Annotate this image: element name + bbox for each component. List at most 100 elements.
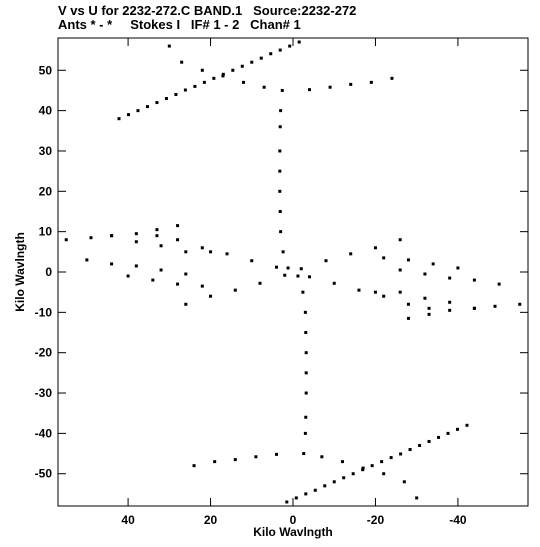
uv-point — [117, 117, 121, 121]
uv-point — [361, 466, 365, 470]
uv-point — [89, 236, 93, 240]
uv-point — [340, 460, 344, 464]
uv-point — [349, 252, 353, 256]
uv-point — [221, 74, 225, 78]
uv-point — [304, 492, 308, 496]
uv-point — [304, 331, 308, 335]
uv-point — [184, 272, 188, 276]
uv-point — [406, 258, 410, 262]
uv-point — [231, 68, 235, 72]
x-axis-label: Kilo Wavlngth — [253, 525, 333, 539]
uv-point — [332, 281, 336, 285]
uv-point — [382, 256, 386, 260]
uv-point — [349, 82, 353, 86]
uv-point — [278, 189, 282, 193]
uv-point — [127, 113, 130, 117]
y-tick-label: -20 — [35, 346, 53, 360]
uv-point — [240, 64, 244, 68]
uv-point — [398, 290, 402, 294]
uv-point — [278, 209, 282, 213]
uv-point — [213, 460, 217, 464]
y-tick-label: -50 — [35, 467, 53, 481]
axis-ticks — [58, 38, 528, 506]
uv-point — [446, 431, 450, 435]
uv-point — [373, 290, 377, 294]
y-tick-label: -40 — [35, 426, 53, 440]
data-points — [64, 40, 522, 504]
uv-point — [242, 80, 246, 84]
uv-point — [278, 149, 282, 153]
uv-point — [155, 234, 159, 238]
uv-point — [304, 351, 308, 355]
y-axis-label: Kilo Wavlngth — [13, 232, 27, 312]
x-tick-label: 0 — [290, 513, 297, 527]
uv-point — [427, 439, 431, 443]
uv-point — [406, 302, 410, 306]
uv-point — [134, 240, 138, 244]
uv-point — [134, 264, 138, 268]
uv-point — [472, 278, 476, 282]
uv-point — [402, 480, 406, 484]
y-tick-label: 10 — [39, 225, 53, 239]
uv-point — [200, 284, 204, 288]
uv-point — [369, 80, 373, 84]
uv-point — [250, 60, 254, 64]
uv-point — [304, 415, 308, 419]
uv-point — [85, 258, 89, 262]
x-tick-label: -20 — [367, 513, 385, 527]
uv-point — [390, 76, 394, 80]
uv-point — [307, 88, 311, 92]
uv-point — [212, 76, 216, 80]
uv-point — [288, 44, 292, 48]
uv-point — [278, 48, 282, 52]
uv-point — [250, 259, 254, 263]
uv-point — [145, 105, 149, 109]
uv-point — [134, 232, 138, 236]
uv-point — [209, 250, 213, 254]
uv-point — [465, 423, 469, 427]
uv-point — [518, 302, 522, 306]
uv-point — [184, 302, 188, 306]
chart-subtitle: Ants * - * Stokes I IF# 1 - 2 Chan# 1 — [58, 17, 301, 32]
uv-point — [427, 306, 431, 310]
uv-point — [380, 460, 384, 464]
uv-point — [110, 262, 114, 266]
uv-point — [275, 452, 279, 456]
uv-point — [399, 452, 403, 456]
uv-point — [155, 101, 159, 105]
uv-point — [183, 88, 187, 92]
uv-point — [437, 435, 441, 439]
uv-point — [456, 427, 459, 431]
uv-point — [233, 458, 237, 462]
plot-frame — [57, 37, 529, 507]
uv-point — [180, 60, 184, 64]
uv-point — [167, 44, 171, 48]
uv-point — [408, 448, 412, 452]
uv-point — [423, 296, 427, 300]
y-tick-label: 20 — [39, 184, 53, 198]
uv-point — [415, 496, 419, 500]
uv-point — [448, 308, 452, 312]
uv-point — [286, 266, 290, 270]
uv-point — [200, 68, 204, 72]
uv-point — [279, 230, 283, 234]
uv-point — [126, 274, 130, 278]
y-tick-label: 40 — [39, 104, 53, 118]
uv-point — [258, 281, 262, 285]
uv-point — [493, 304, 497, 308]
uv-point — [324, 259, 328, 263]
uv-point — [320, 455, 324, 459]
uv-point — [307, 275, 311, 279]
uv-point — [328, 85, 332, 89]
uv-point — [296, 274, 300, 278]
uv-point — [382, 294, 386, 298]
uv-point — [221, 72, 225, 76]
uv-point — [456, 266, 460, 270]
uv-point — [406, 316, 410, 320]
uv-point — [280, 88, 284, 92]
uv-point — [192, 464, 196, 468]
uv-point — [431, 262, 435, 266]
uv-point — [332, 480, 336, 484]
uv-point — [278, 125, 282, 129]
